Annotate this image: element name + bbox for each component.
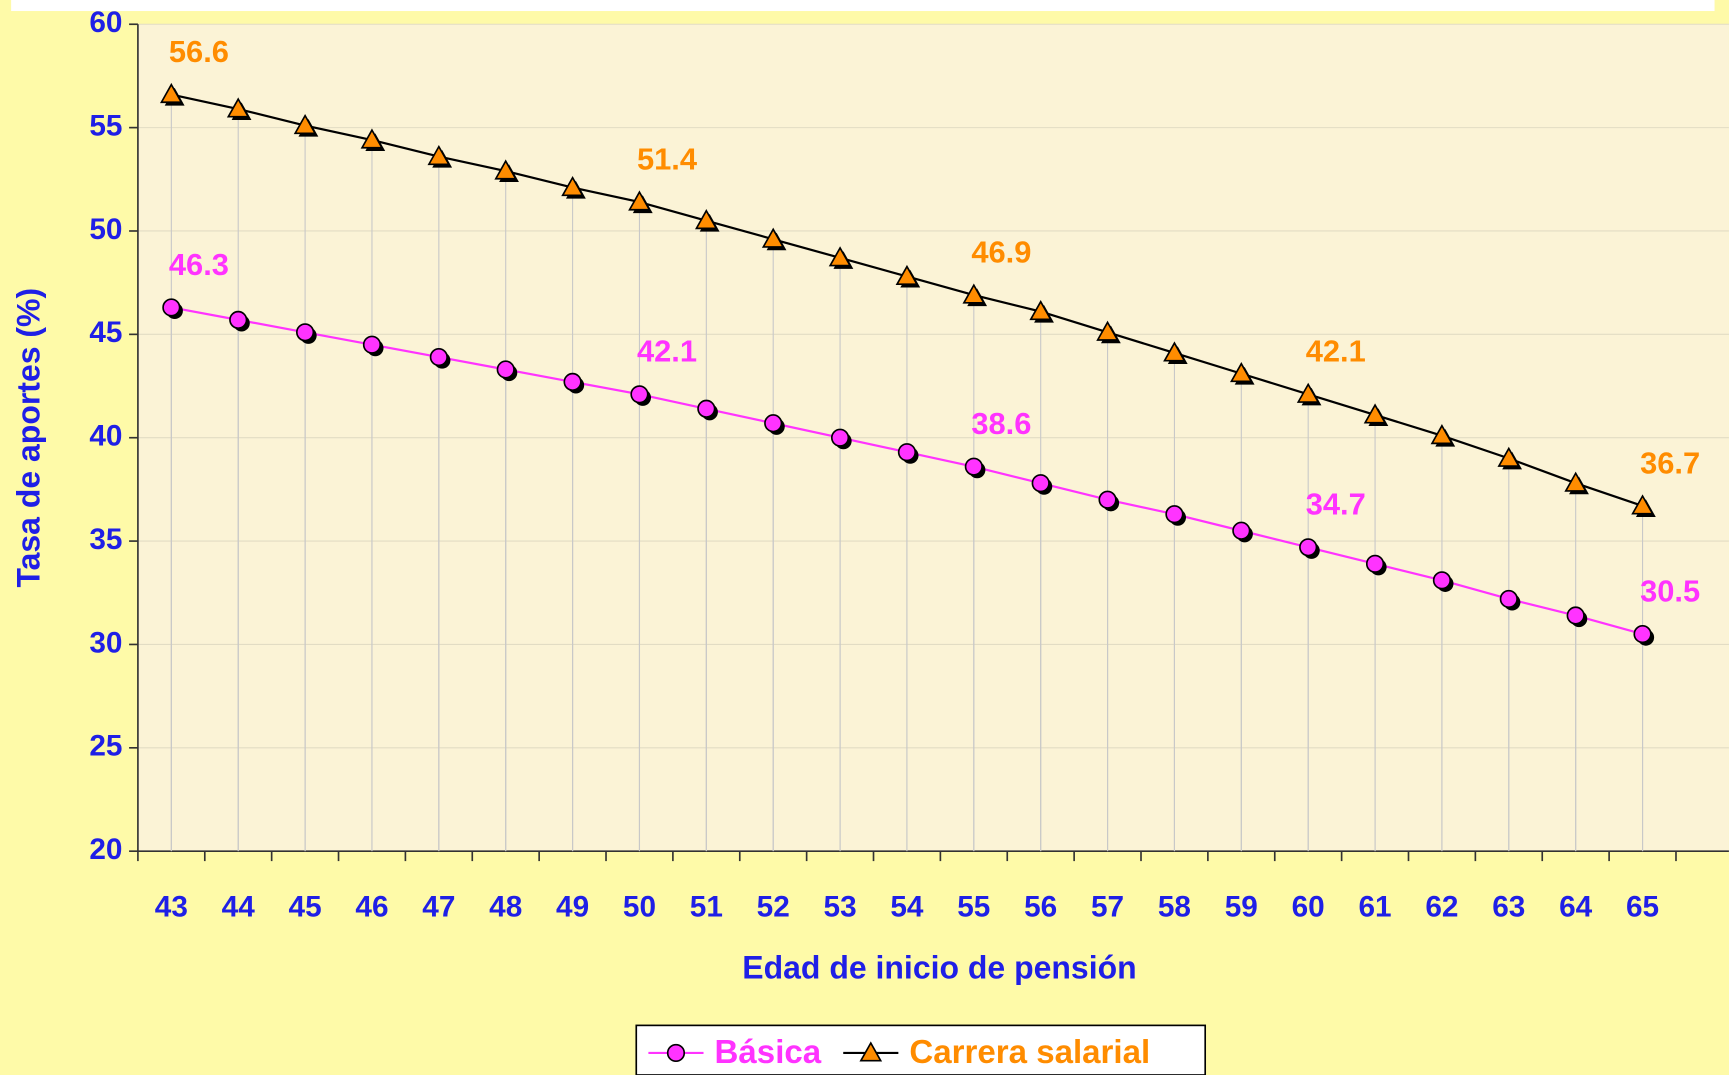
marker bbox=[666, 1043, 686, 1063]
data-label: 42.1 bbox=[1306, 334, 1366, 369]
marker bbox=[1232, 521, 1251, 540]
data-label: 56.6 bbox=[169, 34, 229, 69]
marker bbox=[1499, 589, 1518, 609]
marker bbox=[429, 347, 448, 367]
y-tick-label: 55 bbox=[89, 109, 122, 142]
marker bbox=[229, 310, 248, 329]
x-tick-label: 60 bbox=[1292, 890, 1325, 923]
marker bbox=[1165, 505, 1184, 524]
marker bbox=[226, 97, 250, 118]
marker bbox=[1497, 446, 1521, 467]
marker bbox=[962, 283, 986, 304]
x-tick-label: 58 bbox=[1158, 890, 1191, 923]
marker bbox=[1365, 554, 1385, 573]
marker bbox=[828, 246, 852, 267]
x-tick-label: 48 bbox=[489, 890, 522, 923]
x-tick-label: 47 bbox=[422, 890, 455, 923]
marker bbox=[162, 298, 181, 317]
data-label: 46.3 bbox=[169, 247, 229, 282]
legend bbox=[635, 1024, 1207, 1075]
data-label: 30.5 bbox=[1640, 573, 1700, 608]
x-tick-label: 61 bbox=[1359, 890, 1392, 923]
marker bbox=[1163, 341, 1186, 362]
x-tick-label: 64 bbox=[1559, 890, 1593, 923]
y-axis-title: Tasa de aportes (%) bbox=[10, 288, 46, 588]
y-tick-label: 60 bbox=[89, 6, 122, 39]
marker bbox=[1296, 382, 1320, 403]
marker bbox=[427, 144, 451, 166]
y-tick-label: 35 bbox=[89, 523, 122, 556]
x-axis-title: Edad de inicio de pensión bbox=[742, 950, 1136, 986]
x-tick-label: 44 bbox=[222, 890, 256, 923]
data-label: 36.7 bbox=[1640, 445, 1700, 480]
marker bbox=[628, 190, 651, 211]
marker bbox=[1432, 571, 1452, 590]
marker bbox=[295, 323, 315, 342]
y-tick-label: 50 bbox=[89, 213, 122, 246]
y-tick-label: 20 bbox=[89, 833, 122, 866]
x-tick-label: 63 bbox=[1492, 890, 1525, 923]
marker bbox=[563, 372, 582, 391]
marker bbox=[897, 443, 917, 462]
marker bbox=[1098, 490, 1117, 509]
marker bbox=[764, 414, 783, 433]
marker bbox=[964, 457, 983, 476]
y-tick-label: 25 bbox=[89, 730, 122, 763]
x-tick-label: 50 bbox=[623, 890, 656, 923]
x-tick-label: 54 bbox=[890, 890, 924, 923]
x-tick-label: 62 bbox=[1425, 890, 1458, 923]
data-label: 38.6 bbox=[971, 406, 1031, 441]
marker bbox=[362, 335, 382, 354]
y-tick-label: 30 bbox=[89, 626, 122, 659]
marker bbox=[1564, 471, 1588, 492]
marker bbox=[293, 113, 317, 135]
x-tick-label: 53 bbox=[824, 890, 857, 923]
marker bbox=[1566, 606, 1585, 625]
marker bbox=[1299, 538, 1318, 557]
marker bbox=[1430, 424, 1454, 445]
marker bbox=[494, 159, 518, 180]
marker bbox=[1633, 625, 1652, 644]
marker bbox=[1031, 474, 1050, 493]
marker bbox=[160, 82, 183, 104]
x-tick-label: 56 bbox=[1024, 890, 1057, 923]
marker bbox=[496, 360, 515, 379]
y-tick-label: 40 bbox=[89, 420, 122, 453]
marker bbox=[630, 385, 649, 404]
x-tick-label: 55 bbox=[957, 890, 990, 923]
x-tick-label: 51 bbox=[690, 890, 723, 923]
marker bbox=[1631, 494, 1654, 515]
legend-label: Básica bbox=[715, 1034, 822, 1071]
marker bbox=[1096, 320, 1119, 341]
x-tick-label: 65 bbox=[1626, 890, 1659, 923]
x-tick-label: 52 bbox=[757, 890, 790, 923]
legend-label: Carrera salarial bbox=[909, 1034, 1150, 1071]
marker bbox=[1229, 362, 1253, 383]
marker bbox=[694, 209, 718, 230]
marker bbox=[1363, 403, 1387, 424]
marker bbox=[761, 227, 785, 248]
x-tick-label: 49 bbox=[556, 890, 589, 923]
x-tick-label: 45 bbox=[289, 890, 322, 923]
x-tick-label: 43 bbox=[155, 890, 188, 923]
marker bbox=[859, 1041, 883, 1062]
marker bbox=[895, 264, 919, 286]
data-label: 51.4 bbox=[637, 141, 697, 176]
marker bbox=[561, 175, 584, 197]
data-label: 34.7 bbox=[1306, 487, 1366, 522]
x-tick-label: 46 bbox=[355, 890, 388, 923]
data-label: 42.1 bbox=[637, 334, 697, 369]
x-tick-label: 57 bbox=[1091, 890, 1124, 923]
top-strip bbox=[11, 0, 1715, 12]
marker bbox=[830, 428, 850, 447]
marker bbox=[1029, 300, 1053, 321]
data-label: 46.9 bbox=[971, 234, 1031, 269]
marker bbox=[697, 399, 716, 418]
x-tick-label: 59 bbox=[1225, 890, 1258, 923]
marker bbox=[360, 128, 384, 149]
y-tick-label: 45 bbox=[89, 316, 122, 349]
